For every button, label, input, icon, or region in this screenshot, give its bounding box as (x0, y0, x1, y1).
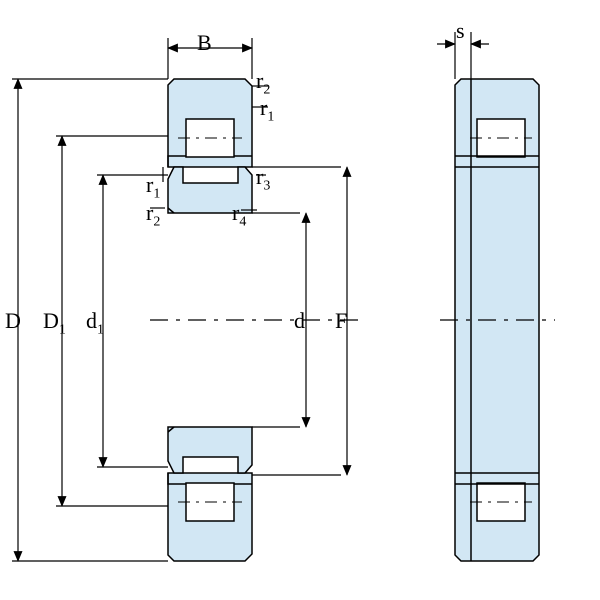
dim-label-B: B (197, 30, 212, 56)
dim-label-d: d (294, 308, 305, 334)
front-view (150, 79, 365, 561)
inner-ring-bottom (168, 427, 252, 473)
chamfer-r2-top: r2 (256, 68, 270, 98)
side-view-clean (440, 76, 555, 566)
dim-label-s: s (456, 18, 465, 44)
chamfer-r1-left: r1 (146, 172, 160, 202)
chamfer-r2-left: r2 (146, 200, 160, 230)
roller-bottom (178, 483, 242, 521)
chamfer-r3: r3 (256, 164, 270, 194)
chamfer-r4: r4 (232, 200, 246, 230)
roller-top (178, 119, 242, 157)
bearing-diagram (0, 0, 600, 600)
dim-label-d1: d1 (86, 308, 104, 338)
dim-label-D: D (5, 308, 21, 334)
dim-label-D1: D1 (43, 308, 66, 338)
chamfer-r1-top: r1 (260, 95, 274, 125)
dim-label-F: F (335, 308, 347, 334)
